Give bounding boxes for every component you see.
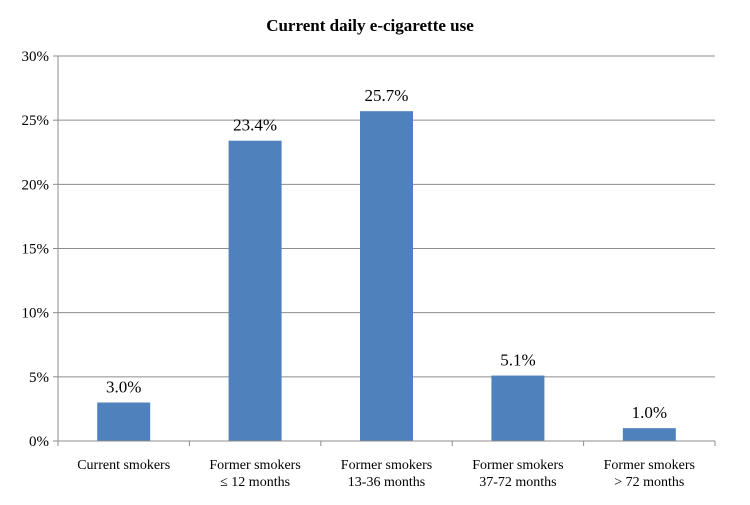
x-tick-label-line: 13-36 months bbox=[348, 475, 425, 490]
bar bbox=[622, 428, 676, 441]
x-axis-tick-labels: Current smokers Former smokers ≤ 12 months… bbox=[77, 458, 695, 490]
x-tick-label: Former smokers 37-72 months bbox=[472, 458, 563, 490]
x-tick-label-line: Former smokers bbox=[341, 458, 432, 473]
data-label: 3.0% bbox=[106, 378, 141, 397]
data-label: 1.0% bbox=[632, 403, 667, 422]
y-tick-label: 0% bbox=[29, 434, 49, 450]
axes bbox=[57, 56, 716, 446]
x-tick-label: Current smokers bbox=[77, 458, 170, 473]
y-tick-label: 5% bbox=[29, 370, 49, 386]
bar bbox=[97, 402, 151, 441]
y-tick-label: 30% bbox=[22, 49, 50, 65]
x-tick-label-line: Current smokers bbox=[77, 458, 170, 473]
bars bbox=[97, 111, 676, 441]
bar bbox=[491, 375, 545, 441]
x-tick-label-line: Former smokers bbox=[209, 458, 300, 473]
x-tick-label-line: Former smokers bbox=[604, 458, 695, 473]
data-label: 5.1% bbox=[500, 351, 535, 370]
x-tick-label-line: ≤ 12 months bbox=[220, 475, 290, 490]
x-tick-label: Former smokers ≤ 12 months bbox=[209, 458, 300, 490]
data-label: 25.7% bbox=[365, 86, 409, 105]
x-tick-label: Former smokers > 72 months bbox=[604, 458, 695, 490]
y-axis-tick-labels: 0% 5% 10% 15% 20% 25% 30% bbox=[22, 49, 50, 450]
data-label: 23.4% bbox=[233, 116, 277, 135]
x-tick-label-line: > 72 months bbox=[614, 475, 684, 490]
data-labels: 3.0% 23.4% 25.7% 5.1% 1.0% bbox=[106, 86, 667, 422]
bar bbox=[360, 111, 413, 441]
x-tick-label-line: 37-72 months bbox=[479, 475, 556, 490]
bar bbox=[228, 140, 282, 441]
x-tick-label-line: Former smokers bbox=[472, 458, 563, 473]
y-tick-label: 15% bbox=[22, 242, 50, 258]
chart-title: Current daily e-cigarette use bbox=[266, 16, 474, 35]
y-tick-label: 25% bbox=[22, 113, 50, 129]
y-tick-label: 10% bbox=[22, 306, 50, 322]
x-tick-label: Former smokers 13-36 months bbox=[341, 458, 432, 490]
y-tick-label: 20% bbox=[22, 177, 50, 193]
